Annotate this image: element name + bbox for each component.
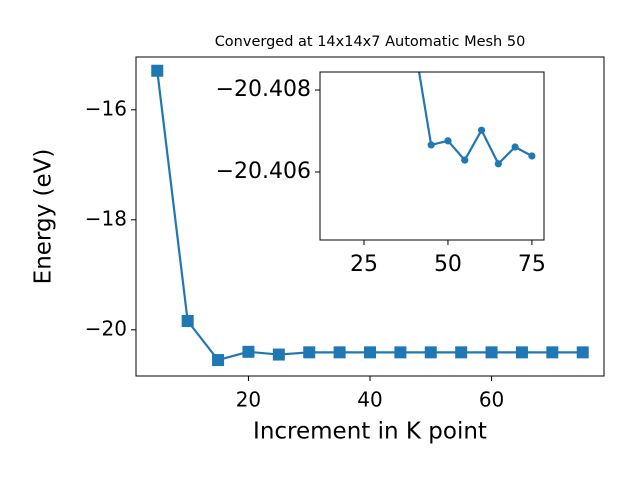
marker xyxy=(444,137,452,145)
marker xyxy=(461,156,469,164)
marker xyxy=(394,346,407,359)
y-tick-label: −20.406 xyxy=(216,159,311,184)
plot-area xyxy=(320,72,544,240)
marker xyxy=(427,141,435,149)
plot-content xyxy=(151,64,589,367)
marker xyxy=(181,315,194,327)
marker xyxy=(494,160,502,168)
x-tick-label: 50 xyxy=(434,252,462,277)
plot-content xyxy=(417,72,536,168)
x-tick-label: 25 xyxy=(350,252,378,277)
marker xyxy=(242,345,255,358)
marker xyxy=(212,354,225,367)
chart-title: Converged at 14x14x7 Automatic Mesh 50 xyxy=(215,34,526,50)
x-tick-label: 40 xyxy=(357,388,382,412)
marker xyxy=(546,346,559,359)
marker xyxy=(528,152,536,160)
marker xyxy=(151,64,164,77)
marker xyxy=(272,348,285,361)
y-tick-label: −20 xyxy=(85,316,127,340)
y-tick-label: −20.408 xyxy=(216,77,311,102)
marker xyxy=(485,346,498,359)
marker xyxy=(424,346,437,359)
marker xyxy=(511,143,519,151)
y-tick-label: −18 xyxy=(85,206,127,230)
y-tick-label: −16 xyxy=(85,96,127,120)
marker xyxy=(333,346,346,359)
x-axis-label: Increment in K point xyxy=(253,419,487,445)
marker xyxy=(576,346,589,359)
marker xyxy=(477,126,486,134)
x-tick-label: 75 xyxy=(518,252,546,277)
marker xyxy=(455,346,468,359)
marker xyxy=(515,346,528,359)
y-axis-label: Energy (eV) xyxy=(31,149,57,285)
x-tick-label: 20 xyxy=(236,388,261,412)
x-tick-label: 60 xyxy=(479,388,504,412)
plot-frame xyxy=(319,71,545,241)
marker xyxy=(364,346,376,359)
marker xyxy=(303,346,316,359)
